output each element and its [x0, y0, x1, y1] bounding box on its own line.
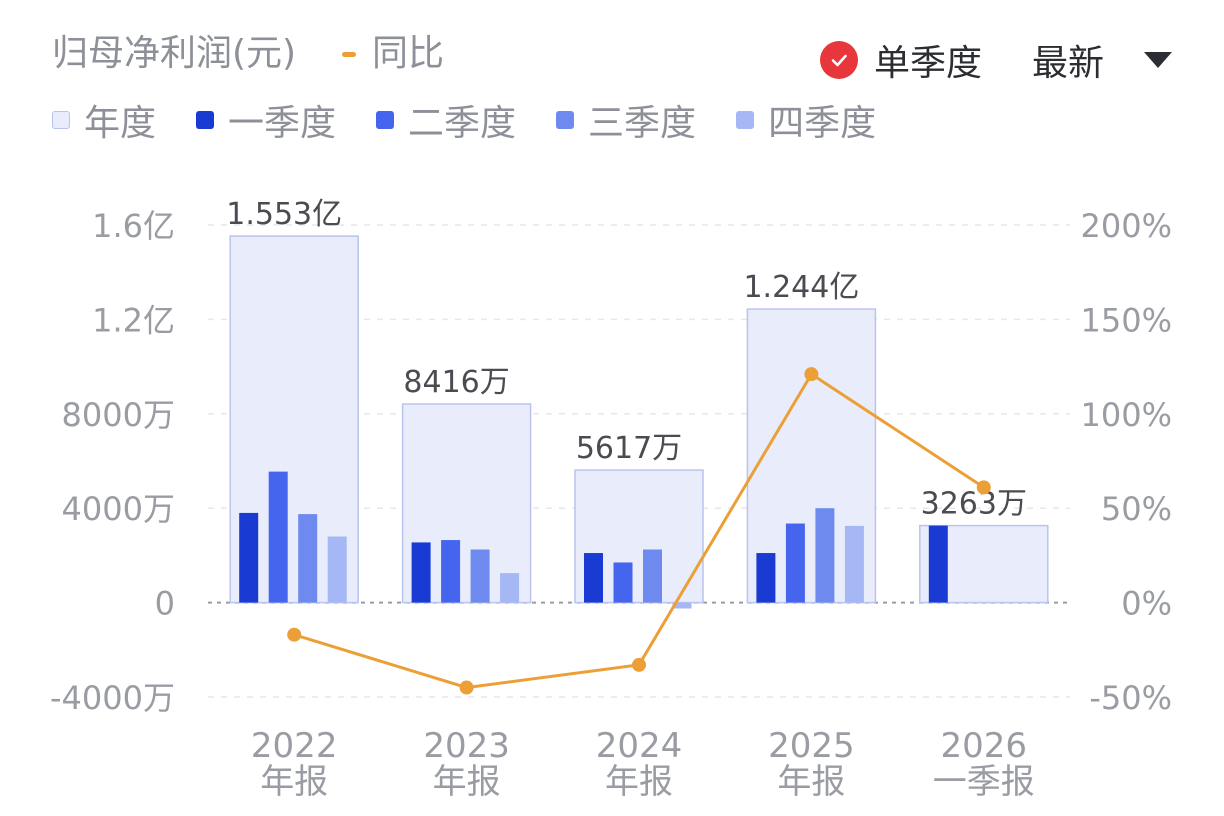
annual-value-label: 3263万 [921, 487, 1027, 522]
yoy-legend-item: 同比 [342, 34, 444, 74]
category-subtitle-label: 年报 [605, 762, 673, 802]
yoy-point [804, 367, 819, 382]
left-axis-tick-label: 1.6亿 [92, 207, 175, 245]
annual-value-label: 1.553亿 [226, 197, 342, 232]
quarter-bar-q2 [441, 540, 461, 603]
left-axis-tick-label: 1.2亿 [92, 301, 175, 339]
quarter-bar-q3 [298, 514, 318, 603]
legend-item-q4[interactable]: 四季度 [736, 94, 876, 146]
quarter-bar-q2 [613, 562, 633, 603]
left-axis-tick-label: 4000万 [62, 490, 175, 528]
chart-legend: 年度 一季度 二季度 三季度 四季度 [52, 94, 916, 146]
quarter-bar-q1 [584, 553, 603, 603]
legend-swatch-q1 [196, 111, 215, 129]
category-year-label: 2024 [596, 726, 683, 766]
metric-label: 归母净利润(元) [52, 33, 297, 74]
legend-label-annual: 年度 [84, 103, 157, 144]
category-subtitle-label: 年报 [433, 762, 501, 802]
legend-swatch-annual [52, 111, 70, 129]
quarter-bar-q1 [756, 553, 776, 603]
annual-value-label: 8416万 [403, 365, 509, 400]
legend-item-q1[interactable]: 一季度 [196, 94, 336, 146]
category-year-label: 2026 [941, 726, 1028, 766]
check-icon [820, 41, 858, 79]
sort-label: 最新 [1032, 43, 1105, 84]
legend-label-q1: 一季度 [228, 103, 337, 144]
quarter-bar-q4 [327, 536, 347, 603]
quarter-bar-q1 [928, 525, 948, 603]
legend-item-q2[interactable]: 二季度 [376, 94, 516, 146]
right-axis-tick-label: 100% [1081, 396, 1172, 434]
category-subtitle-label: 一季报 [933, 762, 1035, 802]
right-axis-tick-label: 50% [1101, 490, 1172, 528]
chevron-down-icon [1144, 52, 1173, 68]
annual-value-label: 1.244亿 [743, 270, 859, 305]
legend-swatch-q4 [736, 111, 755, 129]
yoy-point [632, 657, 646, 672]
quarter-bar-q1 [411, 542, 431, 603]
quarter-bar-q3 [470, 549, 490, 603]
right-axis-tick-label: 0% [1121, 585, 1172, 623]
quarter-bar-q3 [643, 549, 662, 603]
quarter-bar-q2 [268, 471, 288, 603]
category-subtitle-label: 年报 [777, 762, 845, 802]
left-axis-tick-label: 8000万 [62, 396, 175, 434]
left-axis-tick-label: -4000万 [50, 679, 175, 717]
category-year-label: 2025 [768, 726, 855, 766]
quarter-bar-q1 [239, 512, 259, 603]
yoy-point [287, 627, 302, 642]
category-year-label: 2023 [423, 726, 510, 766]
right-axis-tick-label: -50% [1089, 679, 1172, 717]
quarter-bar-q4 [844, 525, 864, 603]
right-axis-tick-label: 200% [1081, 207, 1172, 245]
annual-value-label: 5617万 [576, 431, 682, 466]
quarter-bar-q4 [500, 573, 520, 603]
category-year-label: 2022 [251, 726, 338, 766]
quarter-bar-q2 [785, 523, 805, 603]
yoy-point [976, 480, 991, 495]
legend-item-annual[interactable]: 年度 [52, 94, 156, 146]
left-axis-tick-label: 0 [155, 585, 175, 623]
right-axis-tick-label: 150% [1081, 301, 1172, 339]
yoy-label: 同比 [372, 33, 445, 74]
yoy-line-swatch [342, 51, 356, 57]
legend-swatch-q3 [556, 111, 575, 129]
quarter-bar-q3 [815, 508, 835, 603]
quarter-bar-q4 [672, 602, 692, 609]
legend-item-q3[interactable]: 三季度 [556, 94, 696, 146]
single-quarter-toggle[interactable]: 单季度 [820, 34, 982, 86]
legend-label-q4: 四季度 [768, 103, 877, 144]
toggle-label: 单季度 [874, 43, 983, 84]
yoy-point [459, 680, 474, 695]
legend-label-q2: 二季度 [408, 103, 517, 144]
legend-swatch-q2 [376, 111, 395, 129]
sort-dropdown[interactable]: 最新 [1032, 34, 1173, 86]
category-subtitle-label: 年报 [260, 762, 328, 802]
legend-label-q3: 三季度 [588, 103, 697, 144]
